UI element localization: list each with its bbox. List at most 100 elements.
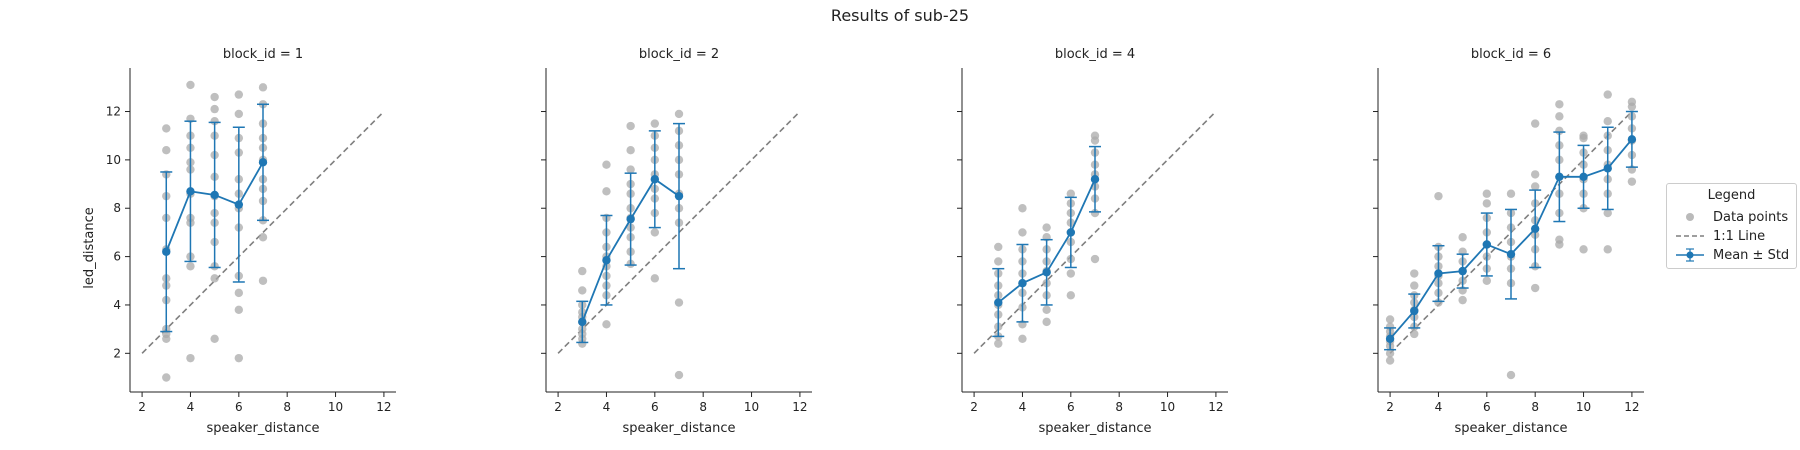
mean-marker bbox=[1434, 269, 1443, 278]
x-tick-label: 10 bbox=[328, 400, 343, 414]
data-point bbox=[650, 119, 660, 128]
data-point bbox=[1018, 334, 1027, 344]
data-point bbox=[186, 80, 195, 90]
data-point bbox=[1385, 315, 1395, 324]
mean-marker bbox=[674, 191, 684, 201]
data-point bbox=[258, 233, 268, 242]
data-point bbox=[602, 160, 611, 169]
x-axis-label: speaker_distance bbox=[1455, 421, 1568, 436]
data-point bbox=[602, 320, 611, 329]
x-axis-label: speaker_distance bbox=[1039, 421, 1152, 436]
mean-marker bbox=[578, 317, 587, 327]
mean-marker bbox=[162, 247, 171, 256]
data-point bbox=[1482, 276, 1492, 285]
data-point bbox=[1555, 235, 1564, 244]
mean-marker bbox=[1066, 228, 1076, 237]
data-point bbox=[1458, 233, 1467, 242]
data-point bbox=[602, 187, 611, 196]
data-point bbox=[1410, 281, 1419, 290]
mean-marker bbox=[234, 200, 244, 209]
data-point bbox=[674, 298, 684, 307]
data-point bbox=[1506, 370, 1516, 380]
mean-marker bbox=[1090, 175, 1100, 184]
data-point bbox=[1042, 223, 1051, 232]
data-point bbox=[1385, 356, 1395, 365]
mean-marker bbox=[1627, 135, 1637, 144]
data-point bbox=[1603, 90, 1612, 99]
data-point bbox=[1066, 189, 1076, 198]
x-tick-label: 8 bbox=[283, 400, 291, 414]
y-tick-label: 8 bbox=[113, 201, 121, 215]
data-point bbox=[674, 370, 684, 380]
errorbar-line-icon bbox=[1676, 248, 1704, 262]
data-point bbox=[234, 109, 244, 119]
data-point bbox=[1555, 100, 1564, 109]
gray-dot-marker-icon bbox=[1686, 213, 1694, 221]
y-tick-label: 4 bbox=[113, 298, 121, 312]
data-point bbox=[1410, 329, 1419, 339]
facet-panel: block_id = 6 speaker_distance 2 4 6 8 10 12 bbox=[1373, 47, 1644, 436]
x-axis-label: speaker_distance bbox=[207, 421, 320, 436]
x-tick-label: 6 bbox=[1483, 400, 1491, 414]
x-tick-label: 4 bbox=[1019, 400, 1027, 414]
data-point bbox=[1458, 295, 1467, 305]
mean-marker bbox=[1410, 306, 1419, 316]
data-point bbox=[1627, 177, 1637, 186]
data-point bbox=[626, 165, 635, 174]
mean-marker bbox=[650, 175, 660, 184]
x-tick-label: 8 bbox=[1531, 400, 1539, 414]
y-tick-label: 10 bbox=[106, 153, 121, 167]
data-point bbox=[1410, 269, 1419, 278]
facet-panel: block_id = 4 speaker_distance 2 4 6 8 10 12 bbox=[957, 47, 1228, 436]
data-point bbox=[258, 83, 268, 92]
legend-item-identity-line: 1:1 Line bbox=[1675, 227, 1765, 245]
data-point bbox=[1042, 305, 1051, 314]
x-tick-label: 6 bbox=[235, 400, 243, 414]
data-point bbox=[1530, 170, 1540, 179]
x-tick-label: 6 bbox=[651, 400, 659, 414]
legend-item-mean-std: Mean ± Std bbox=[1675, 246, 1789, 264]
data-point bbox=[234, 288, 244, 298]
data-point bbox=[1482, 199, 1492, 208]
data-point bbox=[1530, 283, 1540, 293]
data-point bbox=[674, 109, 684, 119]
data-point bbox=[1042, 317, 1051, 327]
data-point bbox=[1506, 189, 1516, 198]
data-point bbox=[1603, 208, 1612, 218]
panel-title: block_id = 4 bbox=[1055, 47, 1135, 62]
mean-marker bbox=[994, 298, 1003, 307]
panel-title: block_id = 2 bbox=[639, 47, 719, 62]
x-tick-label: 8 bbox=[699, 400, 707, 414]
data-point bbox=[1066, 269, 1076, 278]
x-tick-label: 4 bbox=[187, 400, 195, 414]
x-tick-label: 2 bbox=[1386, 400, 1394, 414]
data-point bbox=[626, 121, 635, 131]
x-tick-label: 2 bbox=[138, 400, 146, 414]
panel-title: block_id = 1 bbox=[223, 47, 303, 62]
mean-marker bbox=[1042, 268, 1051, 277]
data-point bbox=[1555, 126, 1564, 136]
data-point bbox=[210, 334, 219, 344]
data-point bbox=[1090, 254, 1100, 264]
legend: Legend Data points 1:1 Line Mean ± Std bbox=[1666, 183, 1797, 269]
legend-label-identity-line: 1:1 Line bbox=[1713, 228, 1766, 244]
x-tick-label: 12 bbox=[1624, 400, 1639, 414]
x-tick-label: 2 bbox=[970, 400, 978, 414]
data-point bbox=[626, 146, 635, 155]
data-point bbox=[258, 276, 268, 285]
mean-marker bbox=[1506, 249, 1516, 259]
x-tick-label: 6 bbox=[1067, 400, 1075, 414]
data-point bbox=[994, 339, 1003, 348]
x-tick-label: 10 bbox=[744, 400, 759, 414]
data-point bbox=[162, 373, 171, 382]
x-axis-label: speaker_distance bbox=[623, 421, 736, 436]
data-point bbox=[1530, 119, 1540, 128]
data-point bbox=[186, 353, 195, 363]
mean-marker bbox=[1018, 278, 1027, 288]
data-point bbox=[162, 146, 171, 155]
data-point bbox=[1603, 245, 1612, 254]
data-point bbox=[162, 124, 171, 133]
x-tick-label: 8 bbox=[1115, 400, 1123, 414]
mean-marker bbox=[626, 214, 635, 224]
